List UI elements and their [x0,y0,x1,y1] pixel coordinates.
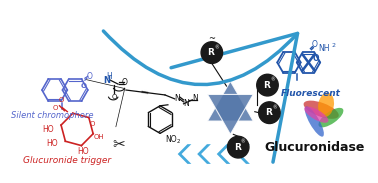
Text: N: N [103,76,110,85]
Text: O: O [112,94,117,100]
Ellipse shape [318,93,334,117]
Text: N: N [174,94,180,103]
Text: Glucuronidase: Glucuronidase [264,141,364,154]
Text: H: H [107,72,112,81]
Text: NH: NH [318,44,330,53]
Text: Glucuronide trigger: Glucuronide trigger [23,156,112,165]
Text: NO: NO [165,135,177,144]
Polygon shape [178,144,191,164]
Text: O: O [81,83,87,89]
Text: OH: OH [93,134,104,140]
Ellipse shape [305,106,324,137]
Text: R: R [263,81,270,90]
Text: Silent chromophore: Silent chromophore [11,111,94,120]
Text: O: O [53,105,58,111]
Text: ®: ® [214,45,219,50]
Text: ®: ® [270,78,275,83]
Polygon shape [208,94,253,134]
Polygon shape [197,144,211,164]
Text: O: O [311,40,317,49]
Ellipse shape [304,101,339,119]
Circle shape [201,42,223,64]
Text: N: N [192,94,198,103]
Text: HO: HO [46,139,57,148]
Polygon shape [208,81,253,121]
Text: R: R [234,143,241,152]
Text: O: O [313,54,319,63]
Text: O: O [90,122,95,128]
Text: 2: 2 [332,43,336,48]
Text: ||: || [142,88,149,94]
Text: O: O [122,78,128,87]
Text: O: O [87,72,93,81]
Text: 2: 2 [177,139,180,144]
Circle shape [257,74,278,96]
Text: HO: HO [42,125,54,134]
Text: ✂: ✂ [113,137,125,152]
Polygon shape [236,144,250,164]
Text: Fluorescent: Fluorescent [280,89,340,98]
Text: R: R [265,108,272,117]
Text: R: R [208,48,214,57]
Circle shape [259,102,280,124]
Text: N: N [184,99,189,108]
Circle shape [228,136,249,158]
Ellipse shape [319,108,343,127]
Text: HO: HO [77,147,89,156]
Text: ~: ~ [208,34,215,43]
Ellipse shape [304,107,328,123]
Polygon shape [217,144,230,164]
Text: ®: ® [241,140,245,145]
Text: O: O [59,97,64,103]
Text: ®: ® [272,105,277,110]
